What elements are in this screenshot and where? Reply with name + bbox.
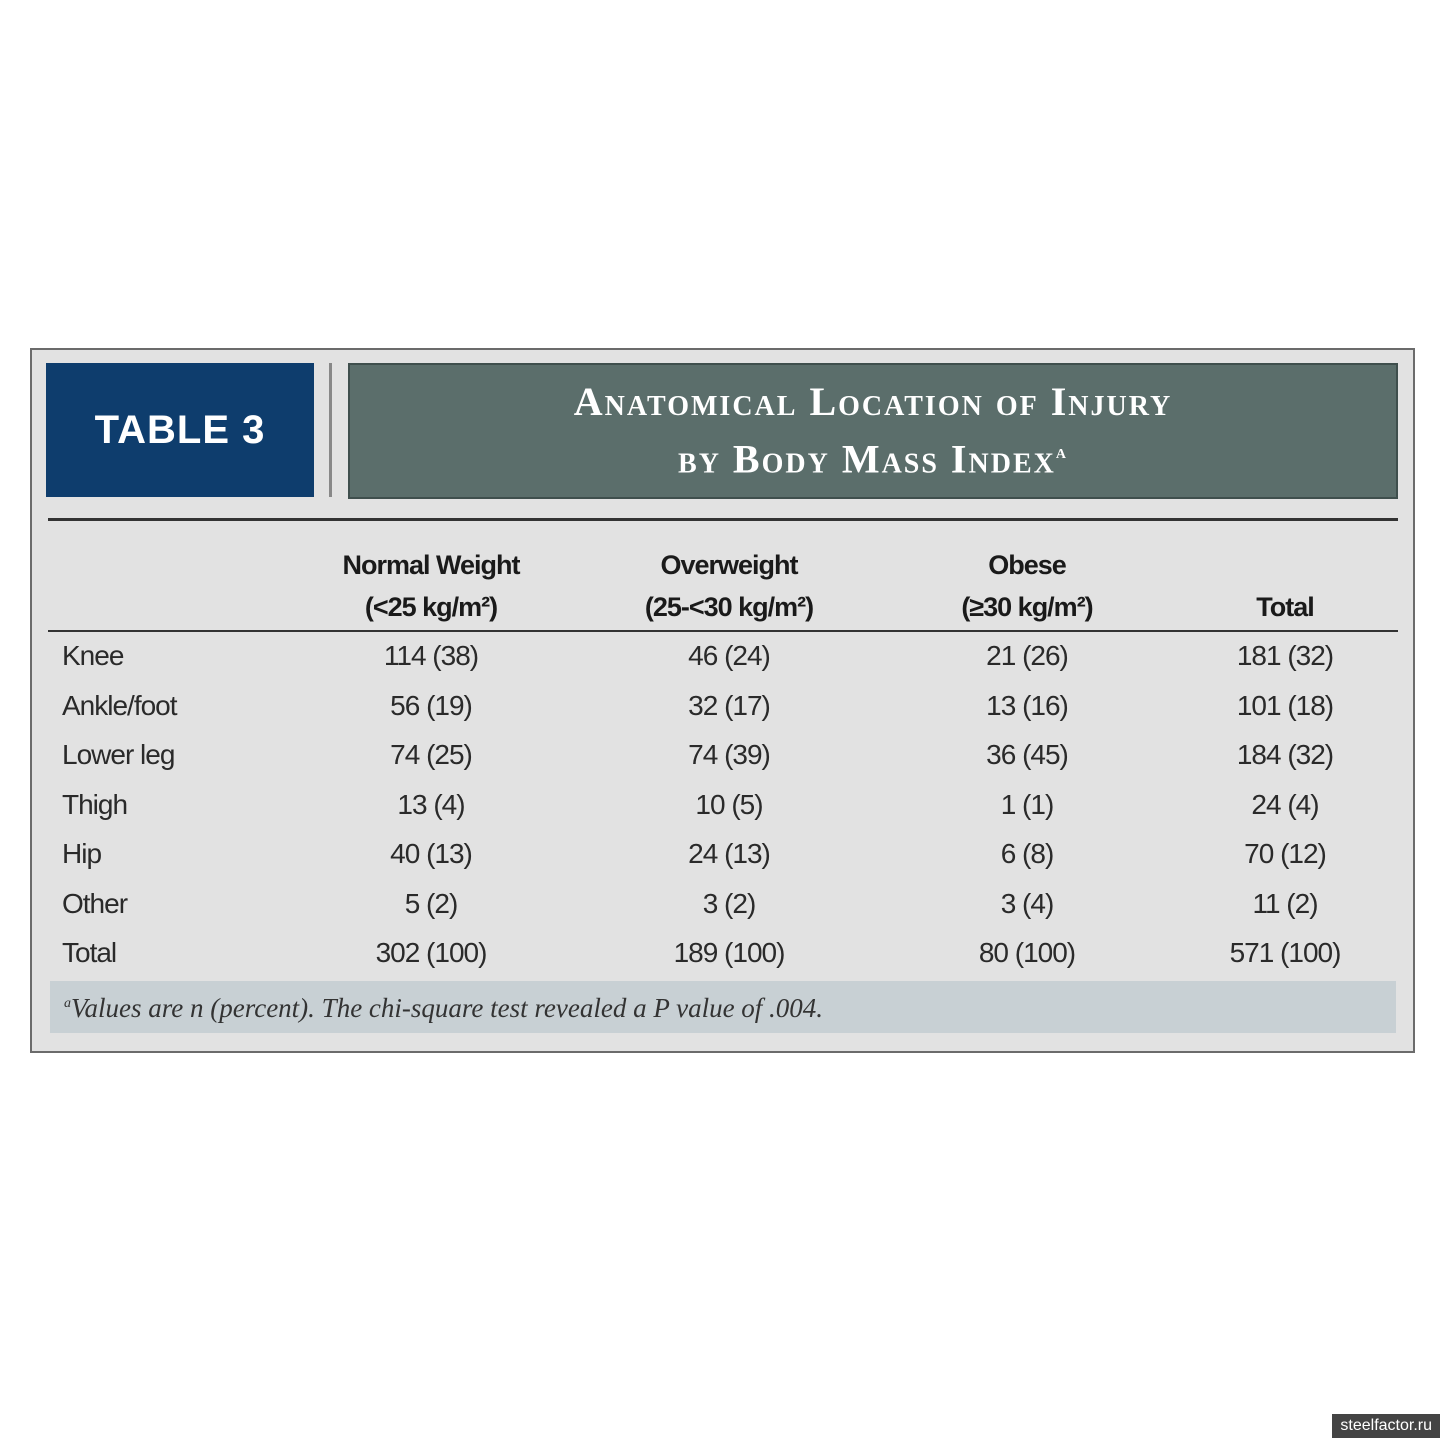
cell: 56 (19) [390, 689, 473, 721]
row-label: Lower leg [62, 739, 175, 770]
divider [329, 363, 332, 497]
title-text: by Body Mass Index [678, 436, 1056, 482]
cell: 184 (32) [1236, 739, 1334, 770]
footnote-band [50, 981, 1396, 1033]
title-line: by Body Mass Indexa [350, 427, 1396, 484]
title-note: a [1055, 441, 1068, 464]
rule [48, 518, 1398, 521]
row-label: Other [62, 887, 128, 919]
cell: 40 (13) [390, 838, 473, 869]
footnote-text: Values are n (percent). The chi-square t… [71, 993, 824, 1023]
cell: 46 (24) [688, 640, 771, 671]
row-label: Knee [62, 640, 124, 671]
cell: 571 (100) [1229, 937, 1342, 968]
rule [48, 630, 1398, 632]
row-label: Thigh [62, 788, 128, 820]
title-box: Anatomical Location of Injury by Body Ma… [348, 363, 1398, 499]
cell: 24 (13) [688, 838, 771, 869]
watermark: steelfactor.ru [1332, 1414, 1440, 1438]
column-unit: (25-<30 kg/m²) [644, 592, 814, 622]
cell: 189 (100) [673, 937, 786, 968]
footnote: aValues are n (percent). The chi-square … [64, 993, 823, 1024]
cell: 5 (2) [404, 887, 459, 919]
table-tag: TABLE 3 [46, 363, 314, 497]
cell: 80 (100) [978, 937, 1076, 968]
cell: 10 (5) [695, 788, 763, 820]
cell: 101 (18) [1236, 689, 1334, 721]
column-unit: (≥30 kg/m²) [961, 592, 1093, 622]
column-name: Obese [988, 550, 1067, 580]
cell: 11 (2) [1252, 887, 1318, 919]
cell: 36 (45) [986, 739, 1069, 770]
title-line: Anatomical Location of Injury [573, 379, 1173, 425]
cell: 32 (17) [688, 689, 771, 721]
column-unit: (<25 kg/m²) [364, 592, 498, 622]
cell: 74 (39) [688, 739, 771, 770]
row-label: Total [62, 937, 117, 968]
row-label: Hip [62, 838, 102, 869]
cell: 21 (26) [986, 640, 1069, 671]
cell: 74 (25) [390, 739, 473, 770]
cell: 70 (12) [1244, 838, 1327, 869]
column-name: Overweight [660, 550, 798, 580]
column-name: Total [1256, 592, 1315, 622]
cell: 114 (38) [383, 640, 479, 671]
cell: 6 (8) [1000, 838, 1055, 869]
cell: 1 (1) [1000, 788, 1055, 820]
cell: 3 (4) [1000, 887, 1055, 919]
cell: 24 (4) [1251, 788, 1319, 820]
footnote-marker: a [64, 996, 71, 1011]
row-label: Ankle/foot [62, 689, 178, 721]
cell: 13 (4) [397, 788, 465, 820]
column-name: Normal Weight [342, 550, 520, 580]
cell: 181 (32) [1236, 640, 1334, 671]
cell: 302 (100) [375, 937, 488, 968]
cell: 13 (16) [986, 689, 1069, 721]
cell: 3 (2) [702, 887, 757, 919]
